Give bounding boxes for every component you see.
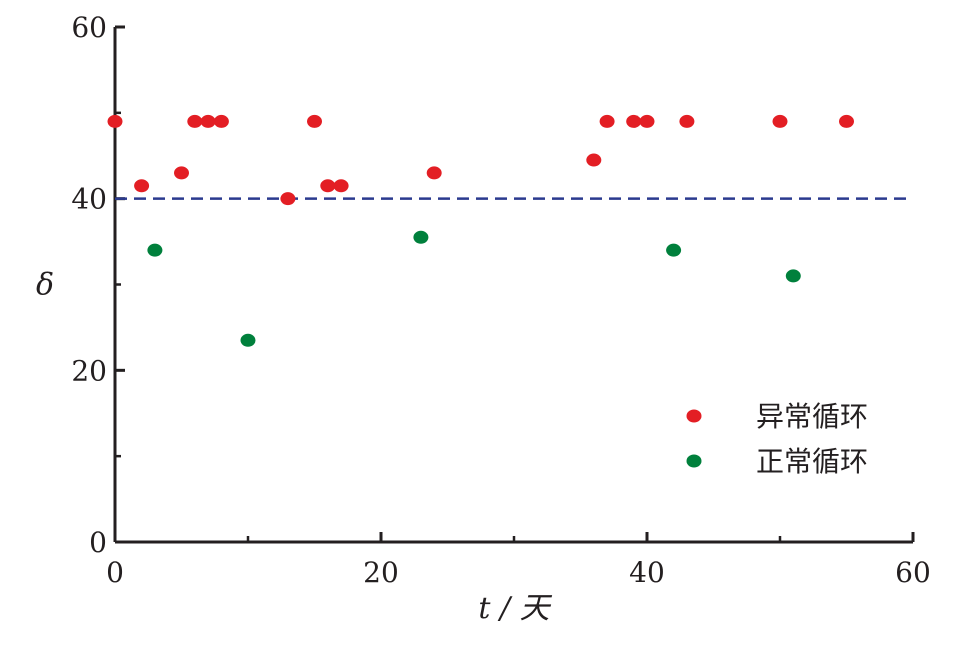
y-tick-label: 40 [71,183,107,216]
abnormal-cycle-point [679,114,695,128]
normal-cycle-point [147,243,163,257]
normal-cycle-point [240,333,256,347]
abnormal-cycle-point [200,114,216,128]
legend-marker [686,454,702,468]
abnormal-cycle-point [426,166,442,180]
abnormal-cycle-point [320,179,336,193]
y-tick-label: 0 [89,526,107,559]
y-axis-label: δ [36,268,54,303]
x-tick-label: 60 [895,556,931,589]
legend-marker [686,409,702,423]
x-axis-label: t / 天 [478,591,552,626]
abnormal-cycle-point [839,114,854,128]
abnormal-cycle-point [586,153,602,167]
abnormal-cycle-point [213,114,229,128]
normal-cycle-point [666,243,682,257]
x-tick-label: 20 [363,556,399,589]
abnormal-cycle-point [599,114,615,128]
normal-cycle-point [413,230,429,244]
x-tick-label: 0 [106,556,124,589]
legend-label: 异常循环 [756,400,868,433]
abnormal-cycle-point [134,179,150,193]
abnormal-cycle-point [333,179,349,193]
abnormal-cycle-point [639,114,655,128]
abnormal-cycle-point [280,192,296,206]
abnormal-cycle-point [626,114,642,128]
abnormal-cycle-point [187,114,203,128]
abnormal-cycle-point [772,114,788,128]
abnormal-cycle-point [174,166,189,180]
y-tick-label: 60 [71,11,107,44]
abnormal-cycle-point [107,114,123,128]
legend-label: 正常循环 [756,445,868,478]
normal-cycle-point [785,269,801,283]
abnormal-cycle-point [307,114,322,128]
y-tick-label: 20 [71,354,107,387]
x-tick-label: 40 [629,556,665,589]
